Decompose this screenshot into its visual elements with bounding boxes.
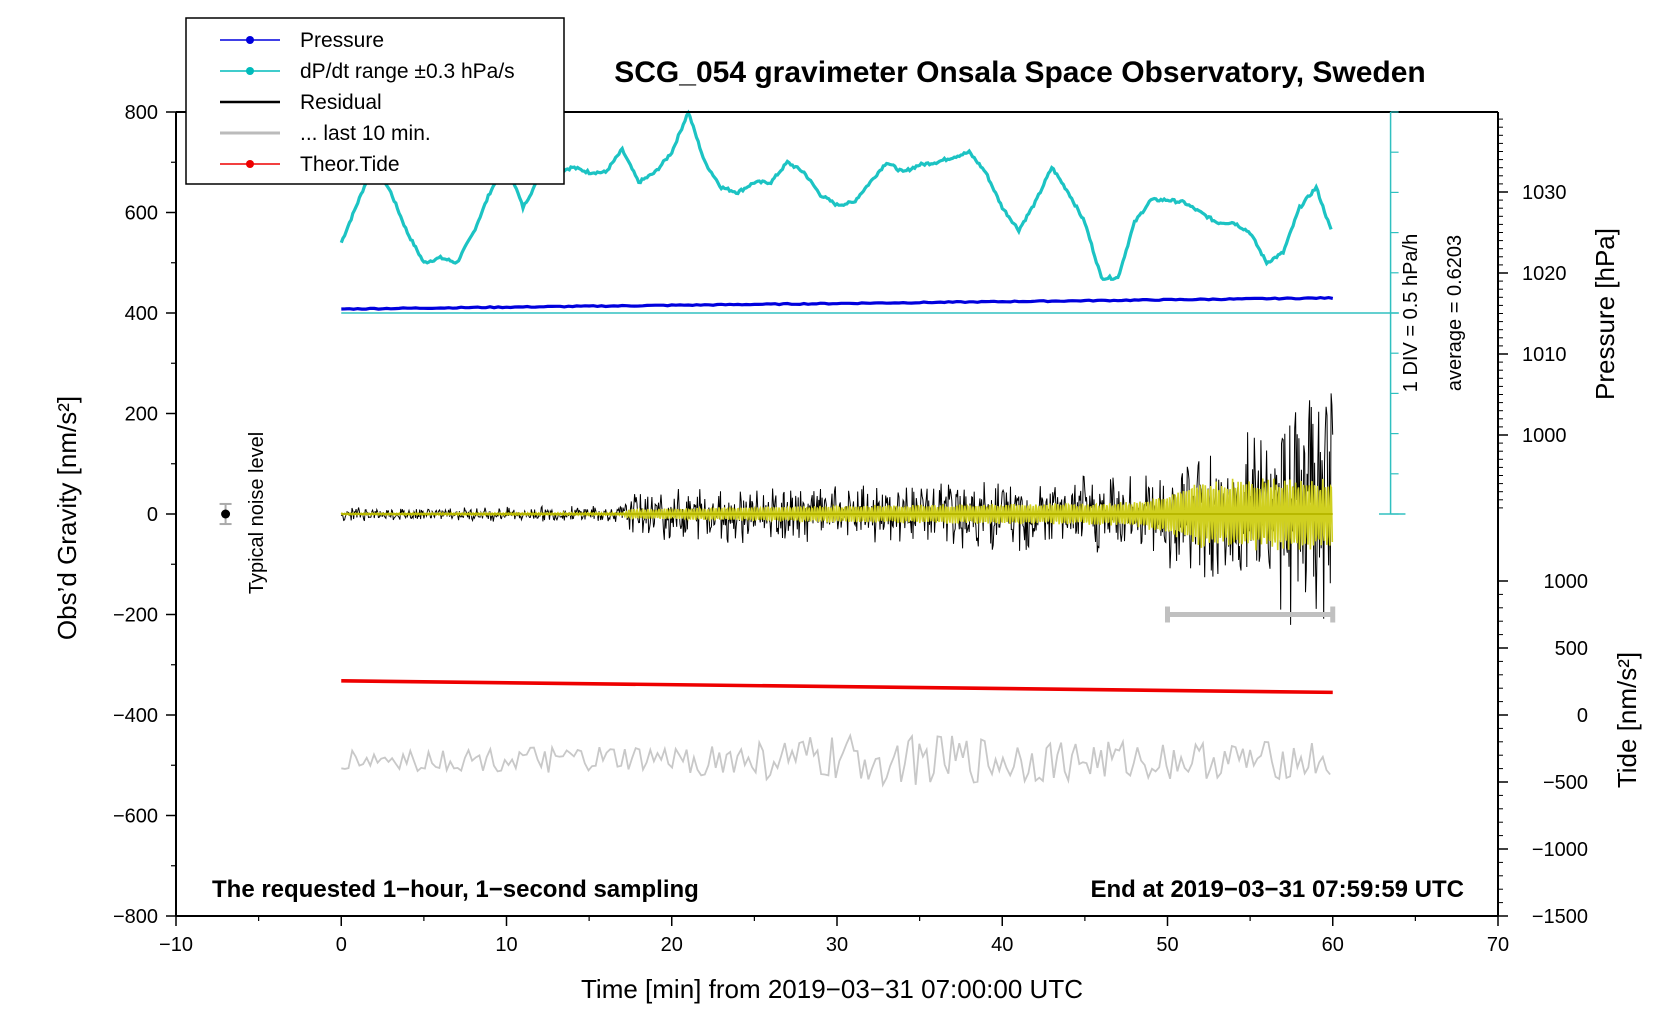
x-tick-label: 10 <box>495 934 517 956</box>
tide-tick-label: 500 <box>1555 638 1588 660</box>
residual-filtered-series <box>340 478 1334 551</box>
x-tick-label: 50 <box>1156 934 1178 956</box>
y-tick-label: 600 <box>125 203 158 225</box>
y-tick-label: 0 <box>147 504 158 526</box>
legend-label: Residual <box>300 91 382 114</box>
x-tick-label: −10 <box>159 934 193 956</box>
last10-series <box>341 732 1331 788</box>
tide-tick-label: −500 <box>1543 772 1588 794</box>
x-tick-label: 30 <box>826 934 848 956</box>
x-axis-label: Time [min] from 2019−03−31 07:00:00 UTC <box>581 974 1083 1004</box>
pressure-line <box>341 295 1334 311</box>
legend-marker <box>246 36 254 44</box>
x-axis: −10 0 10 20 30 40 50 60 70 <box>159 916 1509 956</box>
legend-label: Pressure <box>300 29 384 52</box>
last10-range-bar <box>1165 606 1336 623</box>
y-axis-tide-label: Tide [nm/s²] <box>1612 652 1642 788</box>
x-tick-label: 40 <box>991 934 1013 956</box>
noise-indicator <box>219 502 232 526</box>
pressure-tick-label: 1000 <box>1522 425 1567 447</box>
legend-marker <box>246 160 254 168</box>
pressure-tick-label: 1010 <box>1522 344 1567 366</box>
x-tick-label: 70 <box>1487 934 1509 956</box>
end-time-note: End at 2019−03−31 07:59:59 UTC <box>1090 876 1464 903</box>
y-axis-left-label: Obs’d Gravity [nm/s²] <box>52 396 82 640</box>
legend-label: Theor.Tide <box>300 153 400 176</box>
pressure-average-label: average = 0.6203 <box>1444 235 1466 391</box>
tide-tick-label: −1000 <box>1532 839 1588 861</box>
y-tick-label: 200 <box>125 404 158 426</box>
chart-title: SCG_054 gravimeter Onsala Space Observat… <box>614 56 1426 89</box>
y-axis-tide: 1000 500 0 −500 −1000 −1500 <box>1498 571 1588 928</box>
tide-line <box>341 679 1333 695</box>
y-tick-label: 400 <box>125 303 158 325</box>
noise-level-label: Typical noise level <box>246 432 268 594</box>
pressure-tick-label: 1030 <box>1522 182 1567 204</box>
legend: Pressure dP/dt range ±0.3 hPa/s Residual..… <box>185 17 565 185</box>
noise-dot <box>221 509 231 519</box>
tide-tick-label: −1500 <box>1532 906 1588 928</box>
y-axis-left: 800 600 400 200 0 −200 −400 −600 −800 <box>113 102 176 928</box>
y-tick-label: −200 <box>113 605 158 627</box>
y-tick-label: −800 <box>113 906 158 928</box>
tide-tick-label: 0 <box>1577 705 1588 727</box>
pressure-series <box>341 295 1334 311</box>
pressure-tick-label: 1020 <box>1522 263 1567 285</box>
last10-line <box>341 732 1331 788</box>
x-tick-label: 0 <box>336 934 347 956</box>
pressure-scale-div-label: 1 DIV = 0.5 hPa/h <box>1400 234 1422 392</box>
y-tick-label: −400 <box>113 705 158 727</box>
legend-label: dP/dt range ±0.3 hPa/s <box>300 60 515 83</box>
legend-marker <box>246 67 254 75</box>
pressure-scale-bar <box>341 111 1406 515</box>
x-tick-label: 20 <box>661 934 683 956</box>
y-axis-pressure-label: Pressure [hPa] <box>1590 228 1620 400</box>
y-tick-label: 800 <box>125 102 158 124</box>
y-axis-pressure: 1030 1020 1010 1000 <box>1498 118 1567 509</box>
legend-label: ... last 10 min. <box>300 122 431 145</box>
x-tick-label: 60 <box>1322 934 1344 956</box>
y-tick-label: −600 <box>113 806 158 828</box>
sampling-note: The requested 1−hour, 1−second sampling <box>212 876 699 903</box>
tide-series <box>341 679 1333 695</box>
tide-tick-label: 1000 <box>1544 571 1589 593</box>
